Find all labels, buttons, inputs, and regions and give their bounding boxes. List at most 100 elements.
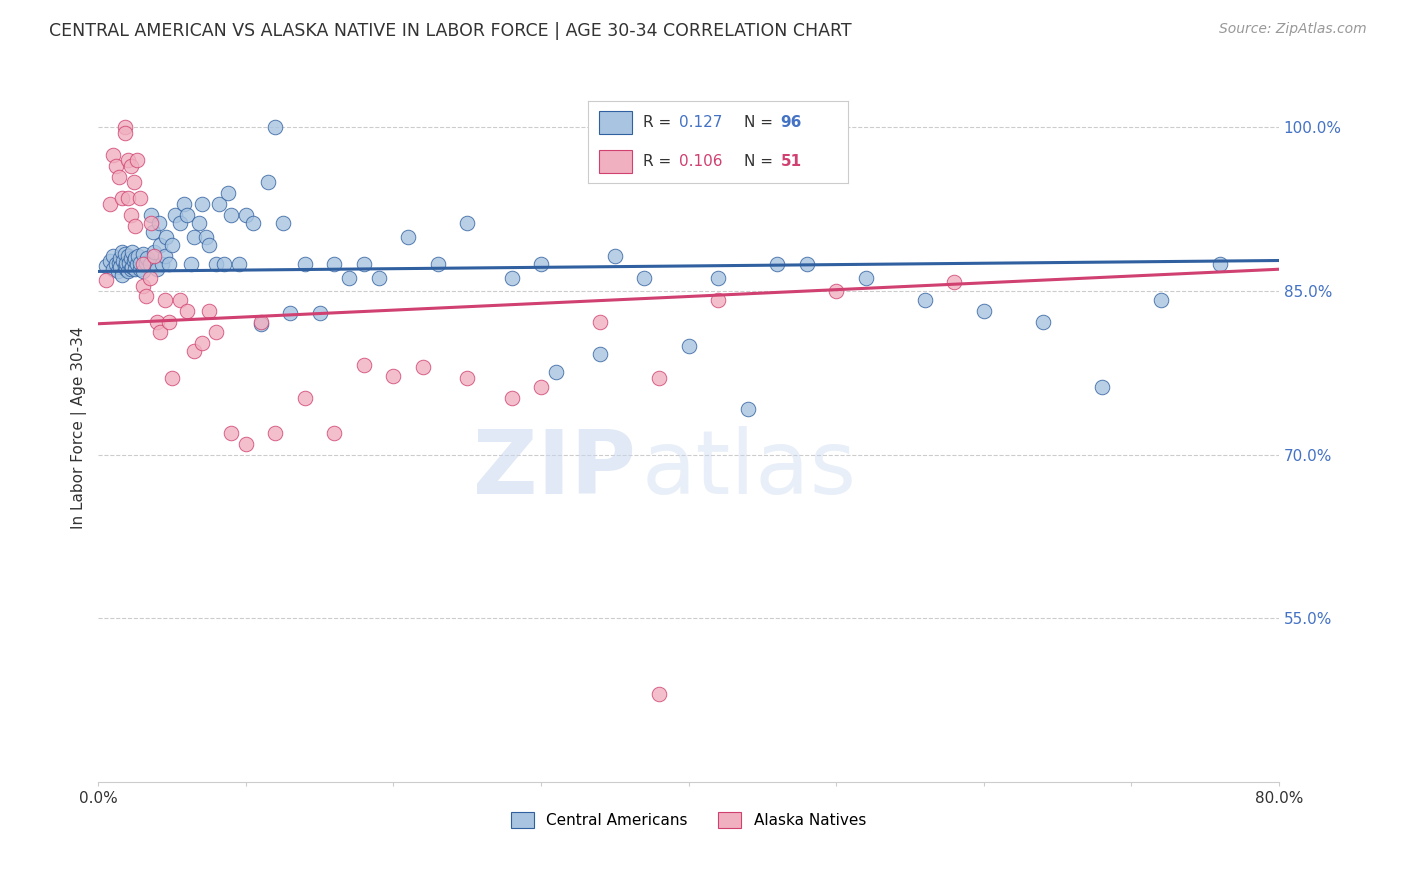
Point <box>160 238 183 252</box>
Point <box>101 249 124 263</box>
Point <box>219 208 242 222</box>
Point <box>914 293 936 307</box>
Point <box>94 273 117 287</box>
Point <box>150 257 173 271</box>
Point <box>603 249 626 263</box>
Point <box>155 229 177 244</box>
Point <box>157 314 180 328</box>
Point <box>707 293 730 307</box>
Point <box>121 260 143 274</box>
Point <box>678 338 700 352</box>
Point <box>128 255 150 269</box>
Point <box>131 278 153 293</box>
Point <box>153 249 176 263</box>
Point <box>136 252 159 266</box>
Point <box>120 262 142 277</box>
Point <box>117 249 139 263</box>
Point <box>456 216 478 230</box>
Point <box>190 196 212 211</box>
Point <box>396 229 419 244</box>
Point <box>257 175 280 189</box>
Point <box>228 257 250 271</box>
Point <box>766 257 789 271</box>
Point <box>294 391 316 405</box>
Point <box>114 120 136 135</box>
Point <box>205 326 228 340</box>
Point <box>264 120 287 135</box>
Text: CENTRAL AMERICAN VS ALASKA NATIVE IN LABOR FORCE | AGE 30-34 CORRELATION CHART: CENTRAL AMERICAN VS ALASKA NATIVE IN LAB… <box>49 22 852 40</box>
Point <box>169 216 191 230</box>
Point <box>217 186 239 200</box>
Point <box>101 147 124 161</box>
Point <box>98 196 121 211</box>
Point <box>111 191 134 205</box>
Point <box>148 216 170 230</box>
Point <box>131 247 153 261</box>
Point <box>825 284 848 298</box>
Point <box>242 216 264 230</box>
Point <box>169 293 191 307</box>
Point <box>426 257 449 271</box>
Point <box>278 306 301 320</box>
Point <box>108 169 131 184</box>
Point <box>165 208 187 222</box>
Point <box>128 262 150 277</box>
Point <box>382 369 405 384</box>
Text: ZIP: ZIP <box>472 426 636 513</box>
Point <box>195 229 218 244</box>
Point <box>183 343 205 358</box>
Point <box>219 425 242 440</box>
Point <box>183 229 205 244</box>
Point <box>208 196 231 211</box>
Point <box>131 257 153 271</box>
Point <box>501 391 523 405</box>
Point <box>122 253 145 268</box>
Text: atlas: atlas <box>641 426 856 513</box>
Point <box>1209 257 1232 271</box>
Point <box>456 371 478 385</box>
Point <box>1150 293 1173 307</box>
Point <box>94 259 117 273</box>
Point <box>114 260 136 274</box>
Point <box>101 262 124 277</box>
Point <box>367 271 389 285</box>
Point <box>115 255 138 269</box>
Point <box>128 191 150 205</box>
Point <box>633 271 655 285</box>
Point <box>118 255 141 269</box>
Point <box>198 303 221 318</box>
Point <box>139 271 162 285</box>
Point <box>589 347 612 361</box>
Point <box>117 264 139 278</box>
Point <box>143 244 166 259</box>
Point <box>114 126 136 140</box>
Point <box>110 260 132 274</box>
Point <box>122 175 145 189</box>
Point <box>110 252 132 266</box>
Point <box>146 262 169 277</box>
Point <box>98 253 121 268</box>
Y-axis label: In Labor Force | Age 30-34: In Labor Force | Age 30-34 <box>72 326 87 529</box>
Point <box>120 208 142 222</box>
Point <box>308 306 330 320</box>
Point <box>249 314 271 328</box>
Point <box>501 271 523 285</box>
Point <box>648 371 671 385</box>
Point <box>235 208 257 222</box>
Point <box>264 425 287 440</box>
Point <box>131 264 153 278</box>
Point <box>796 257 818 271</box>
Point <box>160 371 183 385</box>
Point <box>648 688 671 702</box>
Legend: Central Americans, Alaska Natives: Central Americans, Alaska Natives <box>505 806 872 834</box>
Point <box>143 249 166 263</box>
Point <box>337 271 360 285</box>
Point <box>108 255 131 269</box>
Point <box>412 360 434 375</box>
Point <box>135 255 157 269</box>
Point <box>176 208 198 222</box>
Point <box>124 252 146 266</box>
Point <box>124 262 146 277</box>
Point <box>205 257 228 271</box>
Point <box>107 264 129 278</box>
